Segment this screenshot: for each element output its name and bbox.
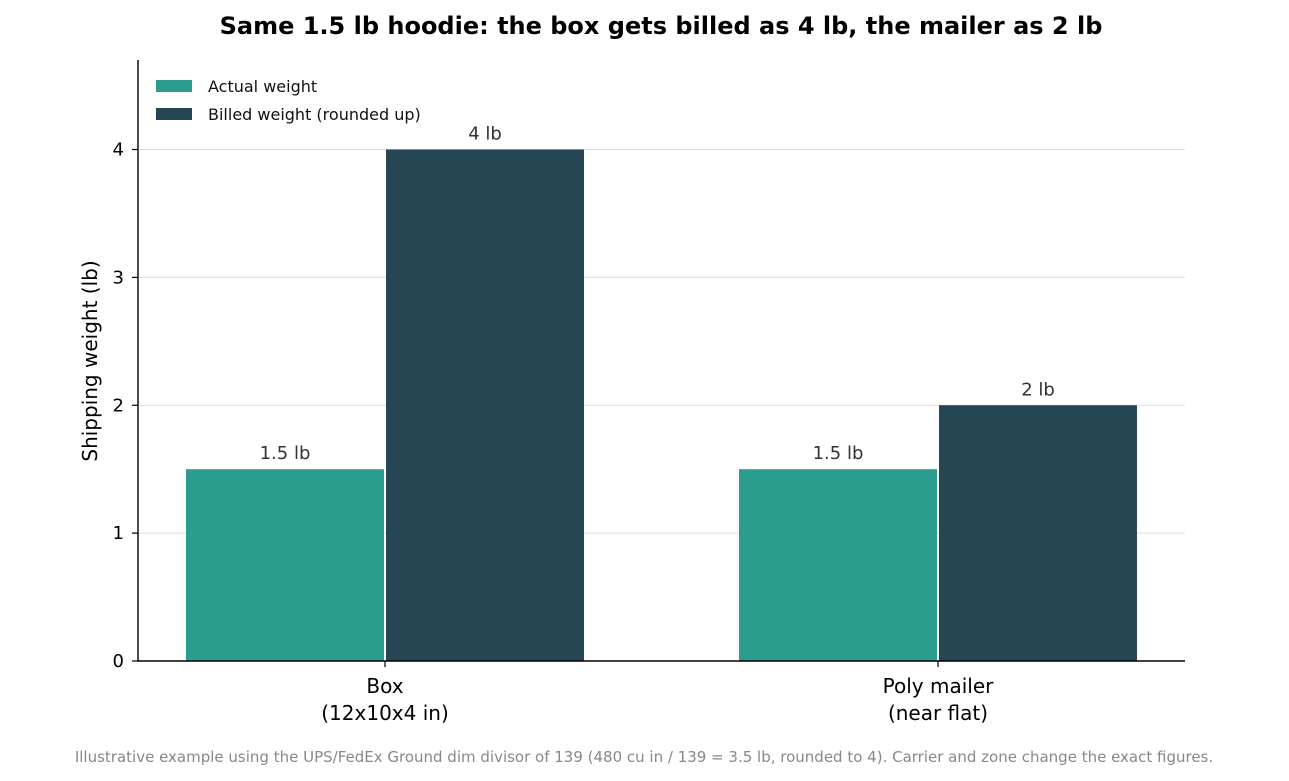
- y-tick-label: 2: [113, 395, 124, 416]
- data-label: 4 lb: [468, 124, 502, 145]
- y-tick-label: 1: [113, 523, 124, 544]
- chart-title: Same 1.5 lb hoodie: the box gets billed …: [220, 12, 1103, 40]
- legend-label: Billed weight (rounded up): [208, 105, 421, 124]
- bar: [386, 149, 584, 662]
- legend-swatch: [156, 80, 192, 92]
- bar: [186, 469, 384, 661]
- data-label: 2 lb: [1021, 379, 1055, 400]
- x-tick-label: Box: [366, 674, 403, 698]
- x-tick-label: (12x10x4 in): [321, 701, 449, 725]
- x-ticks: Box (12x10x4 in) Poly mailer (near flat): [321, 661, 994, 725]
- x-tick-label: (near flat): [888, 701, 988, 725]
- data-label: 1.5 lb: [260, 443, 311, 464]
- y-tick-label: 4: [113, 140, 124, 161]
- footnote: Illustrative example using the UPS/FedEx…: [75, 748, 1213, 766]
- legend: Actual weight Billed weight (rounded up): [156, 77, 421, 124]
- x-tick-label: Poly mailer: [883, 674, 994, 698]
- legend-swatch: [156, 108, 192, 120]
- data-label: 1.5 lb: [813, 443, 864, 464]
- legend-label: Actual weight: [208, 77, 317, 96]
- y-tick-label: 0: [113, 651, 124, 672]
- bar: [739, 469, 937, 661]
- y-ticks: 0 1 2 3 4: [113, 140, 138, 672]
- bars: 1.5 lb 4 lb 1.5 lb 2 lb: [186, 124, 1137, 662]
- axes: [137, 60, 1185, 662]
- y-tick-label: 3: [113, 267, 124, 288]
- y-axis-label: Shipping weight (lb): [78, 260, 102, 461]
- bar: [939, 405, 1137, 661]
